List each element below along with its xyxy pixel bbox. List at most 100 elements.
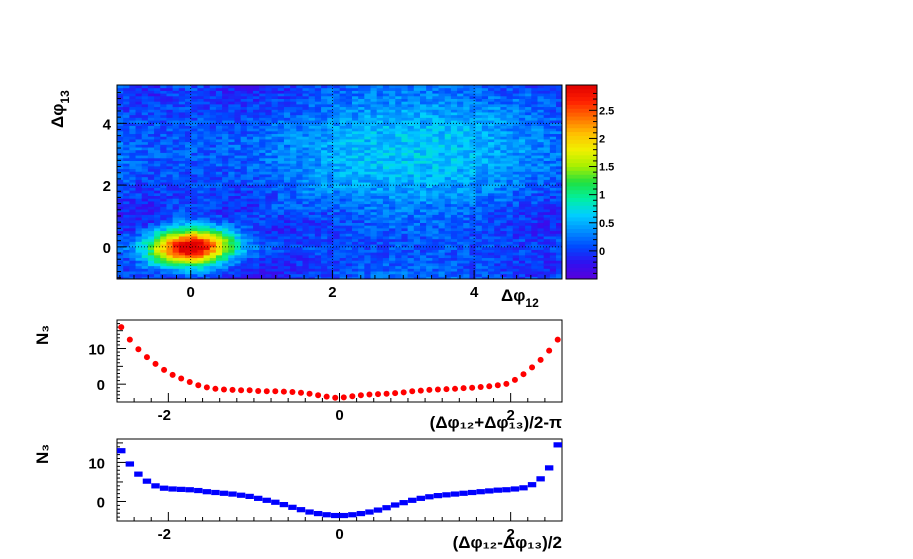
- heatmap-cell: [450, 152, 458, 156]
- heatmap-cell: [185, 195, 192, 199]
- heatmap-cell: [154, 195, 161, 199]
- heatmap-cell: [240, 128, 248, 132]
- heatmap-cell: [209, 109, 217, 113]
- heatmap-cell: [147, 117, 155, 121]
- heatmap-cell: [166, 265, 174, 269]
- heatmap-cell: [432, 260, 440, 264]
- heatmap-cell: [265, 252, 273, 256]
- heatmap-cell: [271, 103, 279, 108]
- heatmap-cell: [351, 87, 359, 91]
- heatmap-cell: [117, 181, 124, 186]
- heatmap-cell: [308, 160, 316, 164]
- heatmap-cell: [197, 146, 205, 151]
- heatmap-cell: [240, 252, 248, 256]
- heatmap-cell: [426, 141, 433, 145]
- heatmap-cell: [333, 114, 341, 118]
- heatmap-cell: [333, 130, 341, 135]
- heatmap-cell: [209, 160, 217, 164]
- heatmap-cell: [253, 203, 260, 207]
- heatmap-cell: [296, 90, 304, 94]
- heatmap-cell: [290, 208, 297, 213]
- heatmap-cell: [333, 103, 341, 108]
- heatmap-cell: [512, 111, 520, 116]
- heatmap-cell: [327, 241, 335, 245]
- heatmap-cell: [506, 238, 514, 242]
- heatmap-cell: [333, 211, 341, 215]
- heatmap-cell: [222, 192, 229, 197]
- heatmap-cell: [290, 181, 297, 186]
- heatmap-cell: [370, 125, 378, 129]
- heatmap-cell: [537, 268, 545, 272]
- heatmap-cell: [234, 179, 242, 183]
- heatmap-cell: [302, 203, 310, 207]
- heatmap-cell: [345, 233, 353, 237]
- heatmap-cell: [488, 119, 495, 124]
- heatmap-cell: [290, 154, 297, 159]
- heatmap-cell: [147, 165, 155, 170]
- heatmap-cell: [395, 87, 403, 91]
- heatmap-cell: [481, 173, 489, 178]
- heatmap-cell: [290, 184, 297, 188]
- heatmap-cell: [160, 217, 168, 221]
- heatmap-cell: [426, 270, 433, 275]
- heatmap-cell: [413, 243, 421, 248]
- heatmap-cell: [234, 227, 242, 232]
- heatmap-cell: [283, 144, 291, 148]
- heatmap-cell: [475, 206, 483, 210]
- heatmap-cell: [488, 184, 495, 188]
- heatmap-cell: [432, 111, 440, 116]
- heatmap-cell: [191, 111, 198, 116]
- heatmap-cell: [370, 243, 378, 248]
- heatmap-cell: [290, 157, 297, 161]
- heatmap-cell: [222, 171, 229, 175]
- heatmap-cell: [185, 122, 192, 126]
- heatmap-cell: [228, 190, 236, 194]
- heatmap-cell: [376, 262, 384, 267]
- heatmap-cell: [277, 181, 285, 186]
- heatmap-cell: [154, 233, 161, 237]
- heatmap-cell: [141, 268, 149, 272]
- heatmap-cell: [234, 268, 242, 272]
- heatmap-cell: [259, 206, 266, 210]
- heatmap-cell: [197, 260, 205, 264]
- heatmap-cell: [370, 160, 378, 164]
- heatmap-cell: [314, 106, 322, 110]
- heatmap-cell: [364, 165, 372, 170]
- heatmap-cell: [154, 136, 161, 140]
- heatmap-cell: [450, 235, 458, 240]
- heatmap-cell: [525, 241, 532, 245]
- heatmap-cell: [518, 154, 526, 159]
- heatmap-cell: [117, 262, 124, 267]
- heatmap-cell: [537, 157, 545, 161]
- heatmap-cell: [395, 141, 403, 145]
- heatmap-cell: [339, 243, 347, 248]
- heatmap-cell: [376, 109, 384, 113]
- heatmap-cell: [537, 141, 545, 145]
- heatmap-cell: [426, 195, 433, 199]
- heatmap-cell: [290, 252, 297, 256]
- heatmap-cell: [240, 214, 248, 218]
- heatmap-cell: [321, 149, 328, 153]
- heatmap-cell: [537, 168, 545, 172]
- heatmap-cell: [512, 125, 520, 129]
- heatmap-cell: [333, 95, 341, 99]
- heatmap-cell: [321, 198, 328, 202]
- heatmap-cell: [537, 200, 545, 205]
- heatmap-cell: [234, 109, 242, 113]
- heatmap-cell: [426, 133, 433, 137]
- heatmap-cell: [345, 101, 353, 105]
- heatmap-cell: [382, 149, 390, 153]
- heatmap-cell: [407, 235, 415, 240]
- heatmap-cell: [117, 222, 124, 226]
- heatmap-cell: [413, 103, 421, 108]
- heatmap-cell: [432, 265, 440, 269]
- heatmap-cell: [172, 114, 180, 118]
- heatmap-cell: [351, 95, 359, 99]
- heatmap-cell: [358, 273, 365, 277]
- heatmap-cell: [327, 260, 335, 264]
- heatmap-cell: [488, 92, 495, 97]
- heatmap-cell: [290, 268, 297, 272]
- heatmap-cell: [147, 144, 155, 148]
- heatmap-cell: [506, 160, 514, 164]
- heatmap-cell: [185, 114, 192, 118]
